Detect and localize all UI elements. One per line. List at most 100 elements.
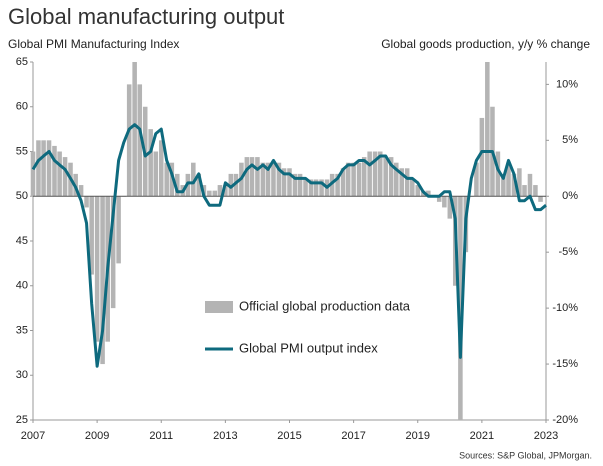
bar bbox=[351, 162, 356, 197]
bar bbox=[447, 196, 453, 219]
y2-tick-label: 10% bbox=[556, 78, 578, 90]
y-tick-label: 25 bbox=[16, 414, 28, 426]
bar bbox=[329, 173, 335, 197]
legend-label: Official global production data bbox=[239, 298, 411, 313]
bar bbox=[271, 162, 276, 197]
bar bbox=[30, 151, 36, 197]
x-tick-label: 2017 bbox=[341, 430, 365, 442]
bar bbox=[46, 140, 52, 197]
bar bbox=[393, 162, 399, 197]
y-tick-label: 45 bbox=[16, 235, 28, 247]
bar bbox=[164, 162, 169, 197]
bar bbox=[281, 168, 287, 197]
y2-tick-label: -10% bbox=[552, 302, 578, 314]
bar bbox=[372, 151, 378, 197]
bar bbox=[303, 179, 308, 197]
x-tick-label: 2011 bbox=[149, 430, 173, 442]
bar bbox=[495, 151, 501, 197]
bar bbox=[132, 62, 137, 197]
bar bbox=[533, 185, 538, 197]
legend-swatch bbox=[205, 301, 233, 313]
y-tick-label: 30 bbox=[16, 369, 28, 381]
x-tick-label: 2023 bbox=[534, 430, 558, 442]
legend-label: Global PMI output index bbox=[239, 340, 378, 355]
bar bbox=[276, 162, 282, 197]
bar bbox=[36, 140, 41, 197]
bar bbox=[100, 196, 105, 365]
x-tick-label: 2019 bbox=[406, 430, 430, 442]
bar bbox=[522, 185, 527, 197]
bar bbox=[501, 173, 506, 197]
y-tick-label: 35 bbox=[16, 324, 28, 336]
bar bbox=[217, 185, 223, 197]
y2-tick-label: 5% bbox=[562, 134, 578, 146]
bar bbox=[228, 173, 234, 197]
bar bbox=[41, 140, 46, 197]
y2-tick-label: 0% bbox=[562, 190, 578, 202]
bar bbox=[89, 196, 94, 275]
x-tick-label: 2009 bbox=[85, 430, 109, 442]
bar bbox=[511, 173, 517, 197]
y-tick-label: 50 bbox=[16, 190, 28, 202]
bar bbox=[319, 179, 324, 197]
bar bbox=[335, 173, 340, 197]
bar bbox=[345, 162, 351, 197]
bar bbox=[223, 185, 228, 197]
line bbox=[31, 123, 547, 368]
bar bbox=[410, 179, 415, 197]
bar bbox=[361, 157, 367, 197]
y2-tick-label: -5% bbox=[558, 246, 578, 258]
bar bbox=[426, 190, 431, 197]
bar bbox=[265, 162, 271, 197]
bar bbox=[377, 151, 383, 197]
bar bbox=[383, 157, 388, 197]
bar bbox=[249, 157, 255, 197]
bar bbox=[57, 151, 62, 197]
bar bbox=[442, 196, 447, 208]
bar bbox=[308, 179, 314, 197]
bar bbox=[137, 84, 143, 197]
bar bbox=[158, 140, 164, 197]
bar bbox=[244, 157, 250, 197]
chart-title: Global manufacturing output bbox=[8, 4, 284, 29]
bar bbox=[297, 173, 303, 197]
bar bbox=[436, 196, 442, 202]
bar bbox=[153, 151, 159, 197]
bar bbox=[212, 190, 218, 197]
bar bbox=[388, 157, 394, 197]
bar bbox=[458, 196, 463, 420]
bar bbox=[517, 168, 522, 197]
y-tick-label: 40 bbox=[16, 280, 28, 292]
bar bbox=[399, 168, 404, 197]
bar bbox=[506, 162, 511, 197]
bar bbox=[292, 173, 298, 197]
x-tick-label: 2015 bbox=[277, 430, 301, 442]
y2-tick-label: -15% bbox=[552, 358, 578, 370]
bar bbox=[479, 117, 485, 197]
bar bbox=[340, 168, 346, 197]
bar bbox=[94, 196, 100, 342]
bar bbox=[538, 196, 543, 202]
source-note: Sources: S&P Global, JPMorgan. bbox=[459, 450, 592, 460]
bar bbox=[191, 162, 196, 197]
bar bbox=[527, 173, 533, 197]
y-tick-label: 55 bbox=[16, 145, 28, 157]
bar bbox=[485, 62, 490, 197]
y-tick-label: 60 bbox=[16, 101, 28, 113]
bar bbox=[404, 168, 410, 197]
bar bbox=[255, 157, 260, 197]
bar bbox=[126, 84, 132, 197]
x-tick-label: 2007 bbox=[21, 430, 45, 442]
y2-tick-label: -20% bbox=[552, 414, 578, 426]
bar bbox=[415, 185, 421, 197]
y-tick-label: 65 bbox=[16, 56, 28, 68]
bar bbox=[169, 162, 175, 197]
bar bbox=[356, 162, 362, 197]
bar bbox=[78, 185, 84, 197]
bar bbox=[148, 129, 153, 197]
bar bbox=[84, 196, 89, 208]
bar bbox=[52, 145, 57, 197]
bar bbox=[62, 157, 68, 197]
bar bbox=[116, 196, 121, 264]
